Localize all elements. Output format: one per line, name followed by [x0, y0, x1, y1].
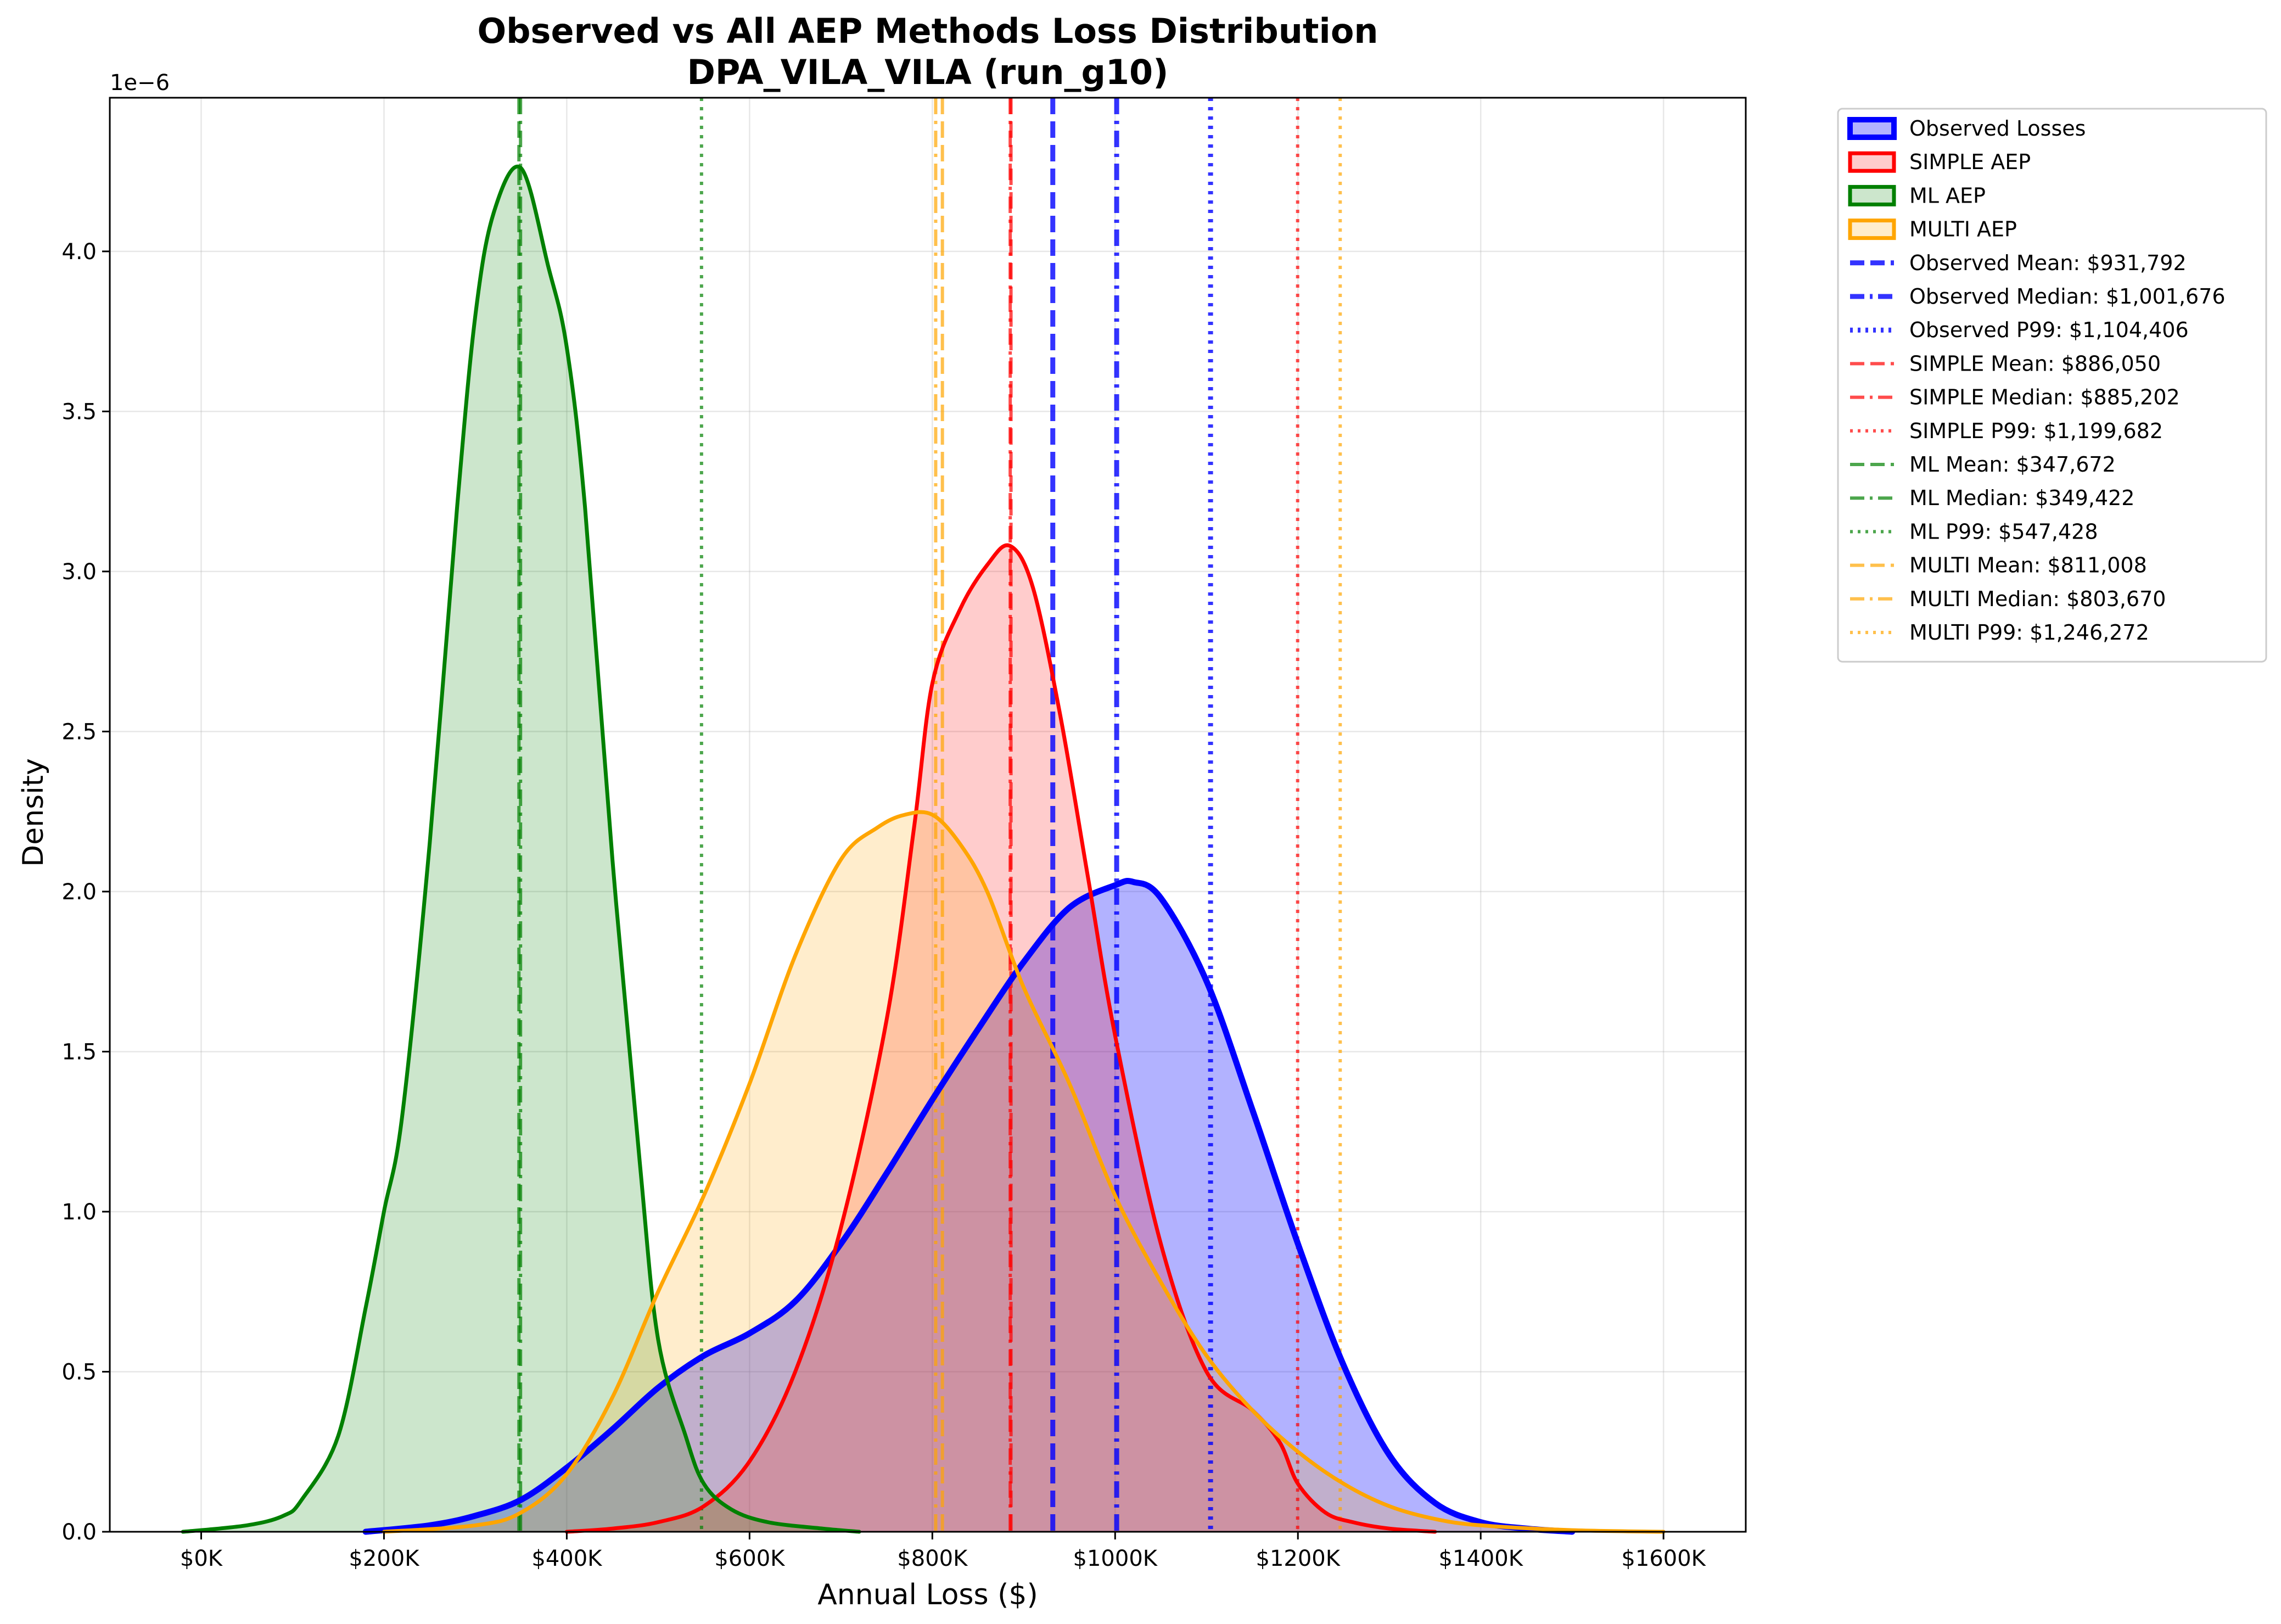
legend: Observed Losses SIMPLE AEP ML AEP MULTI AEP… — [1837, 108, 2267, 663]
legend-label-observed-losses: Observed Losses — [1909, 116, 2086, 141]
y-tick-label: 1.0 — [61, 1200, 97, 1225]
series-lines — [181, 164, 1666, 1535]
legend-label-multi-p99: MULTI P99: $1,246,272 — [1909, 620, 2149, 645]
x-axis-label: Annual Loss ($) — [817, 1578, 1038, 1611]
legend-label-simple-p99: SIMPLE P99: $1,199,682 — [1909, 419, 2163, 443]
multi-aep-fill — [384, 812, 1664, 1532]
legend-label-simple-mean: SIMPLE Mean: $886,050 — [1909, 351, 2161, 376]
simple-aep-fill — [567, 545, 1435, 1532]
y-tick-label: 0.5 — [61, 1359, 97, 1385]
legend-label-ml-median: ML Median: $349,422 — [1909, 486, 2134, 510]
x-tick-label: $1400K — [1438, 1546, 1523, 1571]
x-tick-label: $1200K — [1256, 1546, 1341, 1571]
chart-subtitle: DPA_VILA_VILA (run_g10) — [687, 52, 1168, 92]
y-tick-label: 4.0 — [61, 239, 97, 265]
y-tick-label: 2.5 — [61, 719, 97, 744]
legend-swatch-ml-aep — [1848, 184, 1896, 206]
y-tick-label: 0.0 — [61, 1520, 97, 1545]
x-tick-label: $600K — [714, 1546, 786, 1571]
legend-label-observed-p99: Observed P99: $1,104,406 — [1909, 318, 2189, 342]
plot-frame — [109, 97, 1747, 1533]
legend-label-simple-median: SIMPLE Median: $885,202 — [1909, 385, 2180, 410]
x-tick-label: $200K — [349, 1546, 420, 1571]
x-tick-label: $1000K — [1073, 1546, 1158, 1571]
reference-lines — [517, 98, 1342, 1532]
legend-frame — [1837, 108, 2267, 663]
legend-label-ml-p99: ML P99: $547,428 — [1909, 519, 2098, 544]
multi-aep-line — [382, 810, 1666, 1534]
y-tick-label: 2.0 — [61, 880, 97, 905]
legend-label-ml-mean: ML Mean: $347,672 — [1909, 452, 2116, 477]
ml-aep-line — [181, 164, 861, 1534]
legend-label-ml-aep: ML AEP — [1909, 183, 1986, 208]
observed-losses-line — [362, 878, 1576, 1535]
x-tick-label: $0K — [180, 1546, 223, 1571]
x-axis-ticks: $0K $200K $400K $600K $800K $1000K $1200K $1400… — [180, 1532, 1707, 1571]
x-tick-label: $400K — [531, 1546, 603, 1571]
legend-swatch-simple-aep — [1848, 151, 1896, 173]
observed-losses-fill — [366, 881, 1572, 1532]
legend-label-multi-mean: MULTI Mean: $811,008 — [1909, 553, 2147, 578]
legend-label-observed-mean: Observed Mean: $931,792 — [1909, 251, 2187, 275]
legend-swatch-multi-aep — [1848, 219, 1896, 240]
series-fills — [183, 166, 1664, 1532]
legend-label-multi-aep: MULTI AEP — [1909, 217, 2017, 242]
legend-label-multi-median: MULTI Median: $803,670 — [1909, 587, 2166, 611]
y-tick-label: 1.5 — [61, 1039, 97, 1065]
y-tick-label: 3.0 — [61, 559, 97, 585]
legend-swatch-observed-losses — [1847, 117, 1897, 140]
legend-label-observed-median: Observed Median: $1,001,676 — [1909, 284, 2226, 309]
y-scale-label: 1e−6 — [110, 70, 170, 96]
x-tick-label: $1600K — [1621, 1546, 1706, 1571]
legend-label-simple-aep: SIMPLE AEP — [1909, 150, 2031, 174]
y-axis-ticks: 0.0 0.5 1.0 1.5 2.0 2.5 3.0 3.5 4.0 — [61, 239, 110, 1545]
y-axis-label: Density — [17, 758, 50, 867]
chart-title: Observed vs All AEP Methods Loss Distrib… — [477, 11, 1378, 51]
x-tick-label: $800K — [897, 1546, 968, 1571]
y-tick-label: 3.5 — [61, 399, 97, 424]
ml-aep-fill — [183, 166, 860, 1532]
